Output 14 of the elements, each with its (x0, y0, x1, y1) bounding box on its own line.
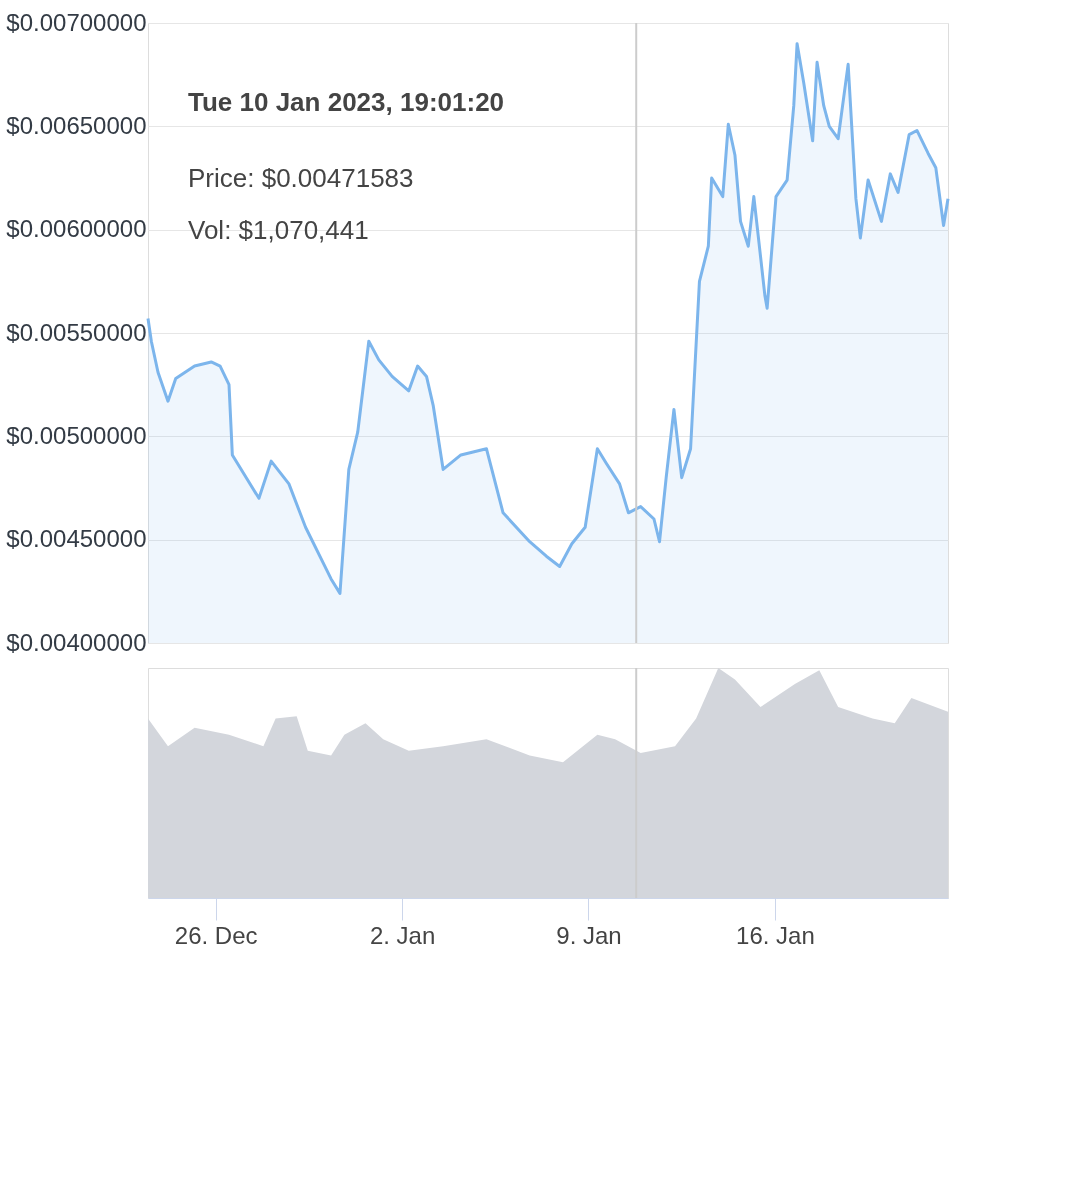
y-tick-label: $0.00600000 (6, 215, 147, 243)
x-tick-label: 26. Dec (174, 921, 258, 949)
y-tick-label: $0.00500000 (6, 421, 147, 449)
y-tick-label: $0.00700000 (6, 8, 147, 36)
x-tick-label: 16. Jan (736, 921, 815, 949)
annotation: Tue 10 Jan 2023, 19:01:20 (188, 87, 505, 117)
annotation: Price: $0.00471583 (188, 163, 414, 193)
y-tick-label: $0.00450000 (6, 525, 147, 553)
x-tick-label: 2. Jan (369, 921, 436, 949)
y-tick-label: $0.00400000 (6, 628, 147, 656)
annotation: Vol: $1,070,441 (188, 215, 369, 245)
x-tick-label: 9. Jan (556, 921, 622, 949)
y-tick-label: $0.00550000 (6, 318, 147, 346)
y-tick-label: $0.00650000 (6, 111, 147, 139)
